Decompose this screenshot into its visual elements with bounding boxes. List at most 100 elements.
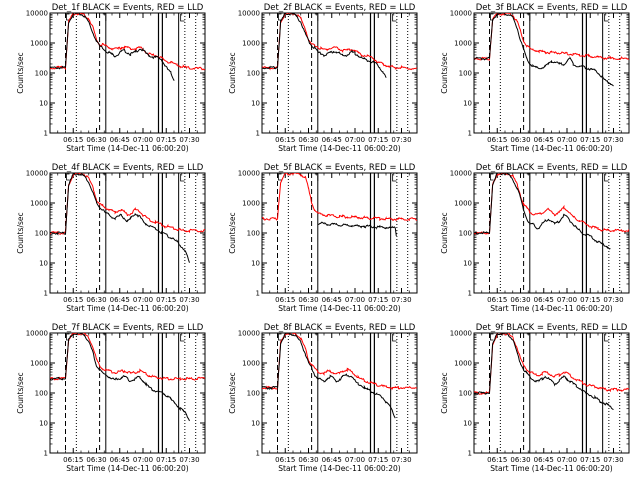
- marker-bracket: [314, 333, 319, 341]
- x-axis-label: Start Time (14-Dec-11 06:00:20): [490, 144, 612, 153]
- y-tick-label: 10: [251, 260, 260, 268]
- panel-title: Det_6f BLACK = Events, RED = LLD: [476, 163, 628, 173]
- panel-5: Det_5f BLACK = Events, RED = LLD 1 10 100 10…: [228, 163, 418, 313]
- x-tick-label: 06:30: [510, 136, 530, 144]
- y-tick-label: 1000: [454, 200, 472, 208]
- y-tick-label: 10: [39, 100, 48, 108]
- x-axis-label: Start Time (14-Dec-11 06:00:20): [278, 304, 400, 313]
- series-events-line: [262, 333, 396, 419]
- x-tick-label: 07:30: [179, 136, 199, 144]
- y-tick-label: 10000: [450, 10, 472, 18]
- panel-4: Det_4f BLACK = Events, RED = LLD 1 10 100 10…: [16, 163, 206, 313]
- y-axis-label: Counts/sec: [228, 372, 237, 413]
- marker-bracket: [490, 173, 494, 181]
- series-lld-line: [50, 13, 205, 71]
- x-tick-label: 07:00: [557, 136, 577, 144]
- panel-2: Det_2f BLACK = Events, RED = LLD 1 10 100 10…: [228, 3, 418, 153]
- x-tick-label: 06:15: [487, 296, 507, 304]
- marker-bracket: [102, 13, 107, 21]
- y-axis-label: Counts/sec: [228, 52, 237, 93]
- x-tick-label: 06:15: [275, 456, 295, 464]
- panel-data: [474, 333, 629, 411]
- series-lld-line: [262, 13, 417, 71]
- marker-bracket: [314, 173, 319, 181]
- y-tick-label: 1: [256, 450, 260, 458]
- y-tick-label: 10000: [238, 330, 260, 338]
- marker-bracket: [66, 173, 70, 181]
- panel-data: [50, 173, 205, 263]
- marker-bracket: [180, 174, 185, 182]
- y-tick-label: 100: [35, 230, 48, 238]
- x-tick-label: 06:30: [298, 456, 318, 464]
- marker-bracket: [604, 14, 609, 22]
- x-tick-label: 07:30: [391, 136, 411, 144]
- x-tick-label: 06:30: [298, 296, 318, 304]
- y-tick-label: 1: [468, 130, 472, 138]
- x-tick-label: 07:30: [391, 296, 411, 304]
- panel-3: Det_3f BLACK = Events, RED = LLD 1 10 100 10…: [440, 3, 630, 153]
- y-tick-label: 1000: [242, 360, 260, 368]
- x-tick-label: 06:45: [322, 456, 342, 464]
- marker-bracket: [604, 334, 609, 342]
- panel-data: [262, 173, 417, 236]
- x-tick-label: 06:15: [275, 136, 295, 144]
- x-axis-label: Start Time (14-Dec-11 06:00:20): [66, 144, 188, 153]
- y-tick-label: 1: [44, 290, 48, 298]
- x-tick-label: 06:45: [110, 136, 130, 144]
- panel-7: Det_7f BLACK = Events, RED = LLD 1 10 100 10…: [16, 323, 206, 473]
- y-tick-label: 100: [247, 70, 260, 78]
- marker-bracket: [490, 13, 494, 21]
- x-tick-label: 06:45: [322, 136, 342, 144]
- y-tick-label: 1: [44, 130, 48, 138]
- marker-bracket: [102, 173, 107, 181]
- x-tick-label: 07:15: [368, 456, 388, 464]
- series-lld-line: [474, 13, 629, 61]
- marker-bracket: [180, 334, 185, 342]
- y-axis-label: Counts/sec: [440, 52, 449, 93]
- x-tick-label: 06:15: [487, 136, 507, 144]
- x-tick-label: 07:00: [345, 296, 365, 304]
- panel-title: Det_1f BLACK = Events, RED = LLD: [52, 3, 204, 13]
- marker-bracket: [490, 333, 494, 341]
- x-tick-label: 07:15: [580, 136, 600, 144]
- series-lld-line: [262, 333, 417, 391]
- series-events-line: [317, 221, 397, 236]
- panel-title: Det_4f BLACK = Events, RED = LLD: [52, 163, 204, 173]
- series-events-line: [50, 13, 175, 81]
- panel-title: Det_9f BLACK = Events, RED = LLD: [476, 323, 628, 333]
- y-axis-label: Counts/sec: [16, 372, 25, 413]
- x-tick-label: 06:15: [63, 456, 83, 464]
- panel-data: [50, 13, 205, 81]
- x-axis-label: Start Time (14-Dec-11 06:00:20): [490, 464, 612, 473]
- panel-data: [262, 13, 417, 78]
- y-tick-label: 1: [468, 450, 472, 458]
- x-tick-label: 07:00: [133, 136, 153, 144]
- y-axis-label: Counts/sec: [16, 212, 25, 253]
- panel-6: Det_6f BLACK = Events, RED = LLD 1 10 100 10…: [440, 163, 630, 313]
- y-tick-label: 10: [463, 420, 472, 428]
- y-tick-label: 100: [35, 70, 48, 78]
- series-events-line: [474, 13, 614, 87]
- marker-bracket: [180, 14, 185, 22]
- y-tick-label: 10: [251, 100, 260, 108]
- x-tick-label: 06:30: [298, 136, 318, 144]
- y-tick-label: 100: [459, 230, 472, 238]
- series-lld-line: [50, 333, 205, 381]
- marker-bracket: [392, 14, 397, 22]
- x-tick-label: 07:00: [557, 296, 577, 304]
- series-lld-line: [50, 173, 205, 235]
- x-tick-label: 06:30: [510, 456, 530, 464]
- y-axis-label: Counts/sec: [440, 212, 449, 253]
- x-tick-label: 07:30: [603, 136, 623, 144]
- y-tick-label: 1000: [242, 40, 260, 48]
- x-tick-label: 07:15: [156, 456, 176, 464]
- y-tick-label: 10000: [26, 10, 48, 18]
- x-tick-label: 06:30: [86, 136, 106, 144]
- y-tick-label: 100: [459, 390, 472, 398]
- marker-bracket: [392, 334, 397, 342]
- y-axis-label: Counts/sec: [16, 52, 25, 93]
- y-tick-label: 10000: [450, 330, 472, 338]
- marker-bracket: [102, 333, 107, 341]
- panel-title: Det_7f BLACK = Events, RED = LLD: [52, 323, 204, 333]
